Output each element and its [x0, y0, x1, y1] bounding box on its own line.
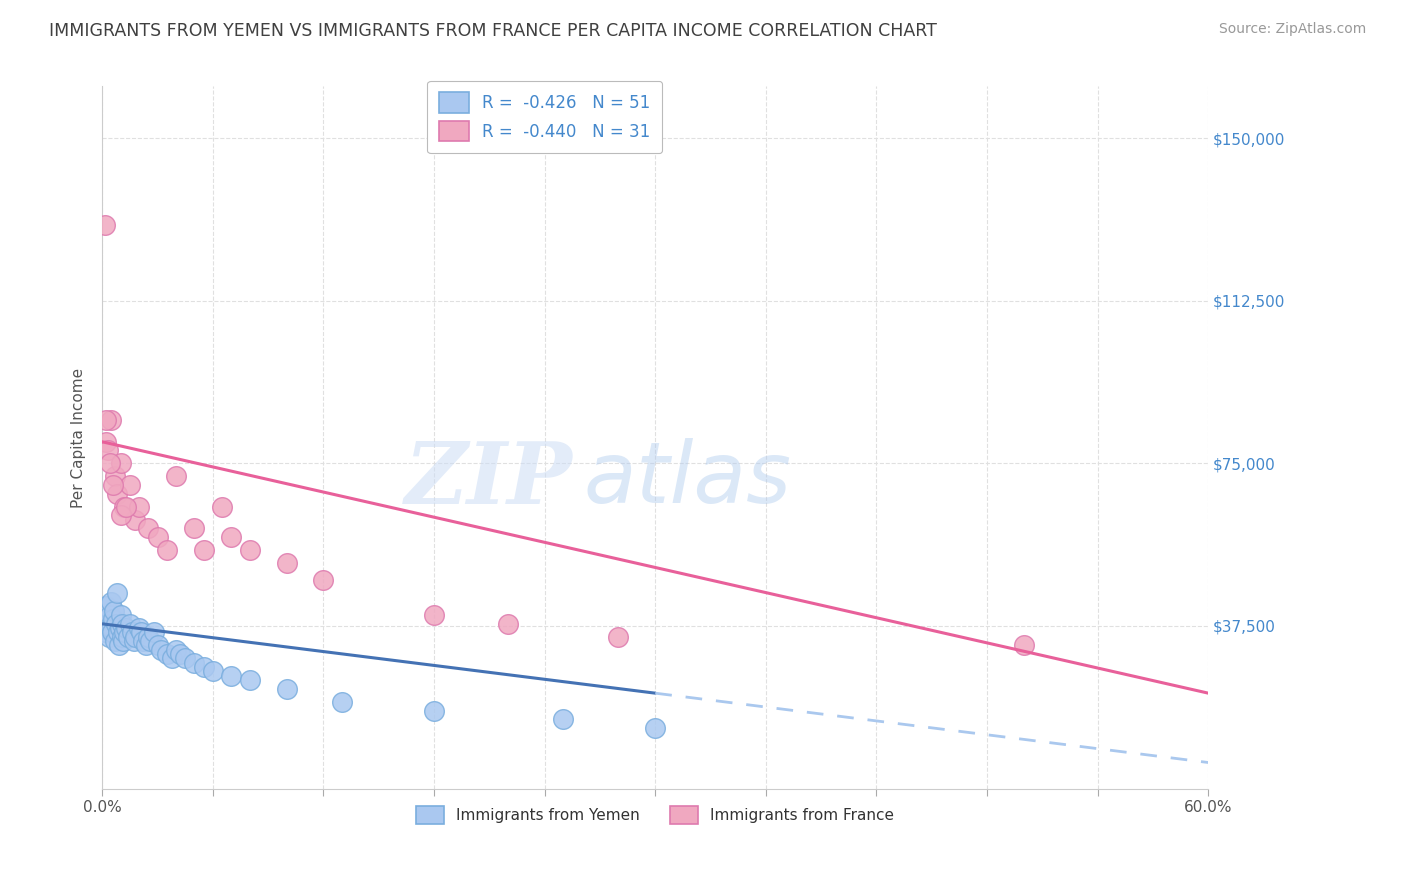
- Point: [183, 521, 205, 535]
- Point: [117, 630, 139, 644]
- Point: [98, 457, 121, 471]
- Point: [100, 595, 122, 609]
- Point: [105, 586, 128, 600]
- Point: [146, 530, 169, 544]
- Point: [193, 543, 215, 558]
- Point: [146, 639, 169, 653]
- Point: [165, 469, 187, 483]
- Point: [112, 500, 135, 514]
- Point: [136, 630, 159, 644]
- Point: [122, 634, 145, 648]
- Point: [94, 434, 117, 449]
- Text: ZIP: ZIP: [405, 438, 572, 521]
- Point: [118, 616, 141, 631]
- Point: [105, 616, 128, 631]
- Point: [142, 625, 165, 640]
- Point: [162, 651, 184, 665]
- Point: [129, 625, 152, 640]
- Point: [124, 630, 146, 644]
- Point: [110, 608, 132, 623]
- Point: [112, 625, 135, 640]
- Point: [330, 695, 353, 709]
- Point: [115, 500, 138, 514]
- Point: [103, 612, 125, 626]
- Point: [1012, 639, 1035, 653]
- Point: [107, 625, 129, 640]
- Point: [644, 721, 666, 735]
- Point: [128, 500, 150, 514]
- Point: [132, 634, 155, 648]
- Point: [219, 530, 242, 544]
- Point: [105, 487, 128, 501]
- Point: [110, 457, 132, 471]
- Point: [97, 630, 120, 644]
- Point: [219, 669, 242, 683]
- Point: [108, 621, 131, 635]
- Point: [423, 704, 446, 718]
- Point: [100, 413, 122, 427]
- Point: [193, 660, 215, 674]
- Text: IMMIGRANTS FROM YEMEN VS IMMIGRANTS FROM FRANCE PER CAPITA INCOME CORRELATION CH: IMMIGRANTS FROM YEMEN VS IMMIGRANTS FROM…: [49, 22, 936, 40]
- Point: [103, 604, 125, 618]
- Point: [551, 712, 574, 726]
- Point: [124, 513, 146, 527]
- Point: [135, 639, 157, 653]
- Point: [100, 621, 122, 635]
- Point: [94, 413, 117, 427]
- Point: [276, 556, 298, 570]
- Point: [150, 643, 173, 657]
- Y-axis label: Per Capita Income: Per Capita Income: [72, 368, 86, 508]
- Point: [110, 508, 132, 523]
- Point: [94, 625, 117, 640]
- Point: [156, 543, 179, 558]
- Point: [128, 621, 150, 635]
- Legend: Immigrants from Yemen, Immigrants from France: Immigrants from Yemen, Immigrants from F…: [408, 797, 903, 833]
- Point: [111, 616, 134, 631]
- Point: [97, 616, 120, 631]
- Point: [98, 608, 121, 623]
- Point: [139, 634, 162, 648]
- Point: [156, 647, 179, 661]
- Point: [107, 639, 129, 653]
- Point: [112, 634, 135, 648]
- Point: [165, 643, 187, 657]
- Point: [423, 608, 446, 623]
- Point: [607, 630, 630, 644]
- Point: [211, 500, 233, 514]
- Point: [239, 543, 262, 558]
- Point: [312, 574, 335, 588]
- Point: [94, 218, 117, 232]
- Point: [104, 634, 127, 648]
- Point: [201, 665, 224, 679]
- Point: [103, 478, 125, 492]
- Text: Source: ZipAtlas.com: Source: ZipAtlas.com: [1219, 22, 1367, 37]
- Point: [97, 443, 120, 458]
- Point: [136, 521, 159, 535]
- Point: [118, 478, 141, 492]
- Point: [115, 621, 138, 635]
- Point: [496, 616, 519, 631]
- Point: [121, 625, 143, 640]
- Point: [94, 599, 117, 614]
- Text: atlas: atlas: [583, 438, 792, 521]
- Point: [174, 651, 197, 665]
- Point: [101, 625, 124, 640]
- Point: [169, 647, 191, 661]
- Point: [110, 630, 132, 644]
- Point: [104, 469, 127, 483]
- Point: [183, 656, 205, 670]
- Point: [239, 673, 262, 688]
- Point: [276, 681, 298, 696]
